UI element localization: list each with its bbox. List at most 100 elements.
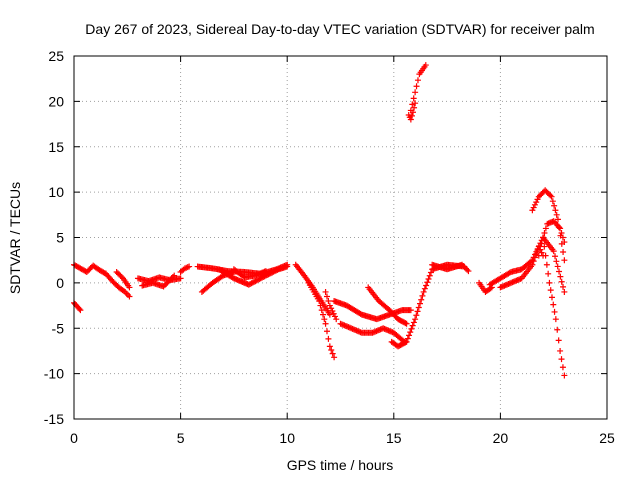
y-axis-label: SDTVAR / TECUs <box>7 182 23 294</box>
data-point <box>552 253 559 260</box>
axis-ticks <box>73 55 608 420</box>
data-point <box>422 62 429 69</box>
data-point <box>545 270 552 277</box>
data-point <box>557 347 564 354</box>
x-tick-labels: 0 5 10 15 20 25 <box>70 430 615 446</box>
data-point <box>407 307 414 314</box>
data-point <box>318 307 325 314</box>
data-point <box>557 225 564 232</box>
data-point <box>551 202 558 209</box>
data-point <box>535 252 542 259</box>
data-point <box>329 350 336 357</box>
data-point <box>412 100 419 107</box>
data-point <box>543 261 550 268</box>
data-point <box>331 354 338 361</box>
series-arc-p <box>337 320 408 345</box>
data-point <box>165 278 172 285</box>
data-point <box>333 316 340 323</box>
data-point <box>542 252 549 259</box>
data-point <box>249 279 256 286</box>
y-tick-label: 10 <box>48 184 64 200</box>
data-point <box>553 258 560 265</box>
data-point <box>424 279 431 286</box>
data-point <box>560 283 567 290</box>
x-tick-label: 5 <box>177 430 185 446</box>
y-tick-label: 20 <box>48 93 64 109</box>
data-point <box>403 320 410 327</box>
data-point <box>409 101 416 108</box>
data-point <box>316 298 323 305</box>
data-point <box>561 288 568 295</box>
x-tick-label: 0 <box>70 430 78 446</box>
x-tick-label: 10 <box>279 430 295 446</box>
series-arc-b <box>71 299 84 314</box>
data-point <box>247 280 254 287</box>
data-point <box>407 116 414 123</box>
data-point <box>537 246 544 253</box>
grid-lines <box>74 56 607 419</box>
data-point <box>541 243 548 250</box>
data-point <box>552 207 559 214</box>
data-point <box>425 275 432 282</box>
data-point <box>412 316 419 323</box>
data-point <box>413 83 420 90</box>
data-point <box>164 279 171 286</box>
data-point <box>325 298 332 305</box>
data-point <box>76 305 83 312</box>
data-point <box>421 285 428 292</box>
data-point <box>529 261 536 268</box>
series-arc-t <box>405 100 419 123</box>
data-point <box>320 311 327 318</box>
data-point <box>531 254 538 261</box>
data-point <box>325 335 332 342</box>
y-tick-label: -15 <box>44 411 64 427</box>
y-tick-label: 15 <box>48 139 64 155</box>
data-point <box>126 284 133 291</box>
data-point <box>326 302 333 309</box>
data-point <box>257 275 264 282</box>
data-marks <box>71 62 568 379</box>
series-arc-w <box>486 234 568 295</box>
data-point <box>323 293 330 300</box>
data-point <box>245 281 252 288</box>
data-point <box>256 276 263 283</box>
series-arc-i <box>198 268 237 295</box>
series-arc-k <box>230 266 269 281</box>
data-point <box>408 325 415 332</box>
data-point <box>558 356 565 363</box>
data-point <box>402 339 409 346</box>
series-arc-m <box>305 279 338 361</box>
data-point <box>255 276 262 283</box>
data-point <box>402 320 409 327</box>
data-point <box>416 300 423 307</box>
data-point <box>118 274 125 281</box>
data-point <box>427 269 434 276</box>
data-point <box>558 278 565 285</box>
data-point <box>555 337 562 344</box>
data-point <box>419 292 426 299</box>
data-point <box>330 310 337 317</box>
plot-frame <box>73 55 608 420</box>
data-point <box>561 257 568 264</box>
data-point <box>414 77 421 84</box>
data-point <box>531 201 538 208</box>
data-point <box>322 288 329 295</box>
data-point <box>409 322 416 329</box>
data-point <box>558 229 565 236</box>
data-point <box>171 272 178 279</box>
data-point <box>548 193 555 200</box>
data-point <box>77 307 84 314</box>
data-point <box>560 249 567 256</box>
series-arc-s <box>407 62 429 114</box>
y-tick-labels: -15 -10 -5 0 5 10 15 20 25 <box>44 48 64 427</box>
y-tick-label: 25 <box>48 48 64 64</box>
data-point <box>248 280 255 287</box>
data-point <box>553 211 560 218</box>
y-tick-label: -10 <box>44 366 64 382</box>
data-point <box>284 263 291 270</box>
data-point <box>126 293 133 300</box>
data-point <box>322 320 329 327</box>
data-point <box>554 216 561 223</box>
data-point <box>550 248 557 255</box>
